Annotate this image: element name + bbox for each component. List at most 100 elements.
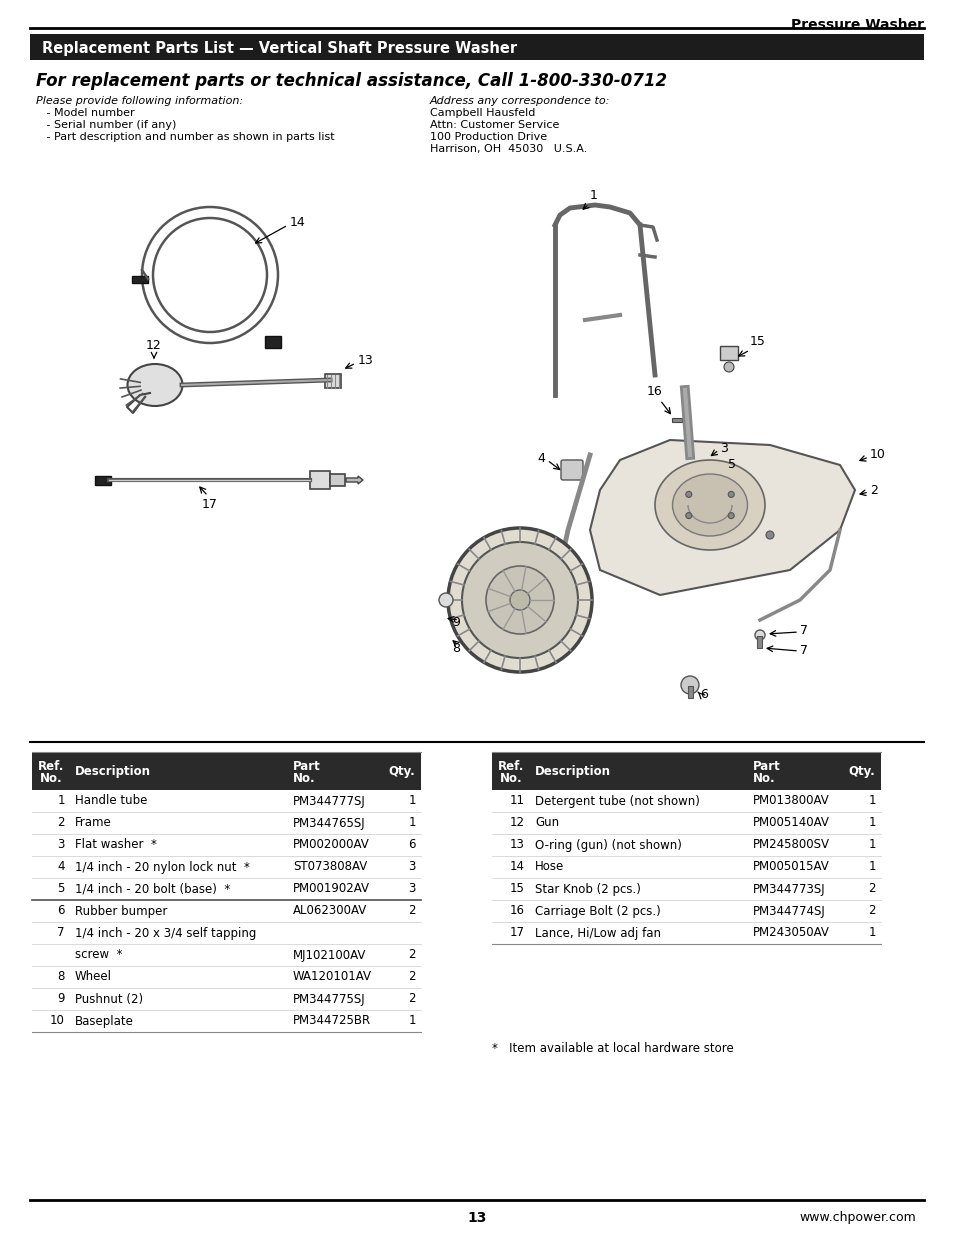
Text: - Serial number (if any): - Serial number (if any) (36, 120, 176, 130)
Circle shape (448, 529, 592, 672)
Circle shape (680, 676, 699, 694)
Text: 8: 8 (57, 971, 65, 983)
Text: No.: No. (752, 773, 775, 785)
Text: Replacement Parts List — Vertical Shaft Pressure Washer: Replacement Parts List — Vertical Shaft … (42, 41, 517, 56)
Text: PM001902AV: PM001902AV (293, 883, 370, 895)
Text: 7: 7 (800, 624, 807, 636)
Text: 3: 3 (408, 883, 416, 895)
Bar (671, 417, 681, 422)
Text: PM002000AV: PM002000AV (293, 839, 370, 851)
Text: Lance, Hi/Low adj fan: Lance, Hi/Low adj fan (535, 926, 660, 940)
Text: - Part description and number as shown in parts list: - Part description and number as shown i… (36, 132, 335, 142)
Text: 6: 6 (700, 688, 707, 701)
Text: Carriage Bolt (2 pcs.): Carriage Bolt (2 pcs.) (535, 904, 660, 918)
Text: 6: 6 (57, 904, 65, 918)
Text: 1/4 inch - 20 x 3/4 self tapping: 1/4 inch - 20 x 3/4 self tapping (75, 926, 256, 940)
Circle shape (697, 457, 702, 463)
Text: Hose: Hose (535, 861, 563, 873)
Text: 13: 13 (510, 839, 524, 851)
Text: 1: 1 (589, 189, 598, 203)
Text: 2: 2 (408, 948, 416, 962)
Text: 1: 1 (867, 926, 875, 940)
Text: Attn: Customer Service: Attn: Customer Service (430, 120, 558, 130)
Text: O-ring (gun) (not shown): O-ring (gun) (not shown) (535, 839, 681, 851)
Circle shape (685, 513, 691, 519)
Text: 14: 14 (510, 861, 524, 873)
Text: 1: 1 (408, 794, 416, 808)
Bar (687, 685, 692, 698)
Text: PM005015AV: PM005015AV (752, 861, 829, 873)
Text: Qty.: Qty. (388, 764, 415, 778)
Bar (310, 471, 330, 489)
Text: 5: 5 (57, 883, 65, 895)
Bar (330, 474, 345, 487)
Text: Baseplate: Baseplate (75, 1014, 133, 1028)
Bar (30, 35, 923, 61)
Text: 2: 2 (408, 993, 416, 1005)
Text: 1: 1 (867, 816, 875, 830)
Text: Flat washer  *: Flat washer * (75, 839, 156, 851)
Text: MJ102100AV: MJ102100AV (293, 948, 366, 962)
Text: 8: 8 (452, 641, 459, 655)
Text: 1/4 inch - 20 nylon lock nut  *: 1/4 inch - 20 nylon lock nut * (75, 861, 250, 873)
Text: 4: 4 (57, 861, 65, 873)
Circle shape (685, 492, 691, 498)
Text: PM005140AV: PM005140AV (752, 816, 829, 830)
Text: 6: 6 (408, 839, 416, 851)
Bar (265, 336, 281, 348)
Text: 2: 2 (57, 816, 65, 830)
Circle shape (691, 452, 707, 468)
Text: 1: 1 (57, 794, 65, 808)
Text: 12: 12 (510, 816, 524, 830)
Text: 2: 2 (867, 883, 875, 895)
Text: 9: 9 (452, 615, 459, 629)
Text: 2: 2 (869, 483, 877, 496)
Text: Please provide following information:: Please provide following information: (36, 96, 243, 106)
Text: Part: Part (752, 760, 780, 773)
Circle shape (438, 593, 453, 606)
Bar (32, 752, 420, 790)
Text: PM013800AV: PM013800AV (752, 794, 829, 808)
Text: 2: 2 (408, 904, 416, 918)
Text: Part: Part (293, 760, 320, 773)
FancyArrow shape (346, 475, 363, 484)
Text: screw  *: screw * (75, 948, 122, 962)
Text: 2: 2 (408, 971, 416, 983)
Ellipse shape (655, 459, 764, 550)
Text: PM243050AV: PM243050AV (752, 926, 829, 940)
Text: 7: 7 (800, 643, 807, 657)
Text: 1: 1 (408, 1014, 416, 1028)
Bar (95, 475, 111, 485)
Text: *   Item available at local hardware store: * Item available at local hardware store (492, 1041, 733, 1055)
Text: Ref.: Ref. (38, 760, 64, 773)
Ellipse shape (128, 364, 182, 406)
Text: 16: 16 (646, 385, 662, 398)
Text: PM344774SJ: PM344774SJ (752, 904, 825, 918)
Ellipse shape (672, 474, 747, 536)
Text: PM344775SJ: PM344775SJ (293, 993, 365, 1005)
Text: WA120101AV: WA120101AV (293, 971, 372, 983)
Text: 3: 3 (720, 441, 727, 454)
Text: www.chpower.com: www.chpower.com (799, 1212, 915, 1224)
Text: 100 Production Drive: 100 Production Drive (430, 132, 547, 142)
Bar (492, 752, 880, 790)
Text: Ref.: Ref. (497, 760, 523, 773)
Circle shape (727, 492, 734, 498)
Text: Rubber bumper: Rubber bumper (75, 904, 167, 918)
Bar (325, 374, 340, 388)
Circle shape (485, 566, 554, 634)
Text: PM344777SJ: PM344777SJ (293, 794, 365, 808)
Text: 3: 3 (408, 861, 416, 873)
Text: - Model number: - Model number (36, 107, 134, 119)
Text: Pressure Washer: Pressure Washer (790, 19, 923, 32)
Text: 17: 17 (202, 498, 217, 511)
Text: 10: 10 (51, 1014, 65, 1028)
Circle shape (723, 362, 733, 372)
Circle shape (510, 590, 530, 610)
Text: No.: No. (40, 773, 62, 785)
Text: Campbell Hausfeld: Campbell Hausfeld (430, 107, 535, 119)
Polygon shape (589, 440, 854, 595)
Text: PM344773SJ: PM344773SJ (752, 883, 824, 895)
Text: Description: Description (75, 764, 151, 778)
Text: 1: 1 (867, 861, 875, 873)
